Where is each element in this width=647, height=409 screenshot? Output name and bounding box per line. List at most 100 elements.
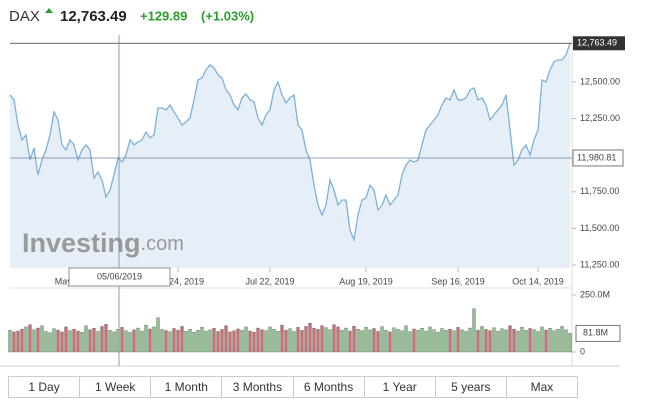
volume-bar: [260, 329, 264, 353]
volume-bar: [448, 329, 452, 353]
x-tick-label: Jul 22, 2019: [245, 276, 294, 286]
volume-bar: [108, 330, 112, 353]
volume-bar: [352, 326, 356, 353]
volume-bar: [148, 328, 152, 353]
volume-bar: [532, 329, 536, 353]
volume-bar: [64, 326, 68, 353]
x-tick-label: Sep 16, 2019: [431, 276, 485, 286]
volume-bar: [248, 330, 252, 353]
volume-bar: [316, 329, 320, 353]
volume-bar: [208, 329, 212, 353]
volume-bar: [268, 326, 272, 353]
volume-bar: [216, 331, 220, 353]
watermark: Investing.com: [22, 228, 184, 258]
volume-bar: [156, 317, 160, 353]
volume-bar: [212, 328, 216, 353]
range-button[interactable]: 5 years: [435, 377, 507, 397]
volume-bar: [496, 331, 500, 353]
volume-bar: [436, 331, 440, 353]
volume-bar: [508, 325, 512, 353]
range-button[interactable]: Max: [506, 377, 577, 397]
volume-bar: [464, 331, 468, 353]
volume-bar: [328, 329, 332, 353]
range-button[interactable]: 6 Months: [293, 377, 365, 397]
volume-bar: [544, 329, 548, 353]
volume-bar: [136, 327, 140, 353]
volume-bar: [400, 330, 404, 353]
volume-bar: [356, 329, 360, 353]
volume-bar: [164, 330, 168, 353]
volume-bar: [220, 329, 224, 353]
last-price-label: 12,763.49: [577, 38, 617, 48]
volume-bar: [560, 326, 564, 353]
volume-bar: [96, 331, 100, 353]
y-tick-label: 250.0M: [580, 289, 610, 299]
volume-bar: [364, 327, 368, 353]
last-volume-label: 81.8M: [583, 328, 608, 338]
volume-bar: [276, 331, 280, 353]
volume-bar: [104, 323, 108, 353]
volume-bar: [548, 328, 552, 353]
range-button[interactable]: 1 Month: [151, 377, 223, 397]
volume-bar: [556, 329, 560, 353]
volume-bar: [512, 329, 516, 353]
volume-bar: [492, 327, 496, 353]
volume-bar: [264, 330, 268, 353]
volume-bar: [344, 327, 348, 353]
volume-bar: [376, 331, 380, 353]
volume-bar: [224, 325, 228, 353]
chart: DAX 12,763.49 +129.89 (+1.03%) Investing…: [0, 8, 625, 367]
volume-bar: [524, 330, 528, 353]
volume-bar: [288, 328, 292, 353]
volume-bar: [144, 324, 148, 353]
volume-bar: [296, 327, 300, 353]
volume-bar: [292, 331, 296, 353]
y-tick-label: 11,750.00: [580, 186, 619, 196]
volume-bar: [76, 330, 80, 353]
range-button[interactable]: 1 Day: [9, 377, 81, 397]
range-button[interactable]: 1 Year: [364, 377, 436, 397]
volume-bar: [412, 328, 416, 353]
volume-bar: [420, 328, 424, 353]
volume-bar: [244, 326, 248, 353]
volume-bar: [56, 329, 60, 353]
volume-bar: [460, 329, 464, 353]
volume-bar: [332, 324, 336, 353]
volume-bar: [100, 326, 104, 353]
volume-bar: [16, 330, 20, 353]
volume-bar: [468, 327, 472, 353]
crosshair-date-label: 05/06/2019: [97, 271, 142, 281]
volume-bar: [312, 328, 316, 353]
volume-bar: [380, 326, 384, 353]
volume-bar: [172, 328, 176, 353]
range-button[interactable]: 3 Months: [222, 377, 294, 397]
volume-bar: [160, 329, 164, 353]
volume-bar: [284, 329, 288, 353]
volume-bar: [540, 326, 544, 353]
volume-bar: [500, 328, 504, 353]
volume-bar: [20, 329, 24, 353]
volume-bar: [552, 330, 556, 353]
volume-bar: [488, 330, 492, 353]
volume-bar: [324, 327, 328, 353]
volume-bar: [188, 329, 192, 353]
volume-bar: [180, 326, 184, 353]
range-button[interactable]: 1 Week: [80, 377, 152, 397]
y-tick-label: 11,500.00: [580, 223, 619, 233]
volume-bar: [256, 327, 260, 353]
volume-bar: [480, 326, 484, 353]
volume-bar: [476, 329, 480, 353]
volume-bar: [336, 326, 340, 353]
range-buttons: 1 Day 1 Week 1 Month 3 Months 6 Months 1 Year…: [8, 376, 578, 398]
volume-bar: [440, 328, 444, 353]
volume-bar: [24, 326, 28, 353]
volume-bar: [124, 330, 128, 353]
volume-bar: [168, 331, 172, 353]
volume-bar: [340, 329, 344, 353]
volume-bar: [516, 330, 520, 353]
volume-bar: [348, 330, 352, 353]
volume-bar: [240, 329, 244, 353]
volume-bar: [196, 330, 200, 353]
volume-bar: [416, 329, 420, 353]
